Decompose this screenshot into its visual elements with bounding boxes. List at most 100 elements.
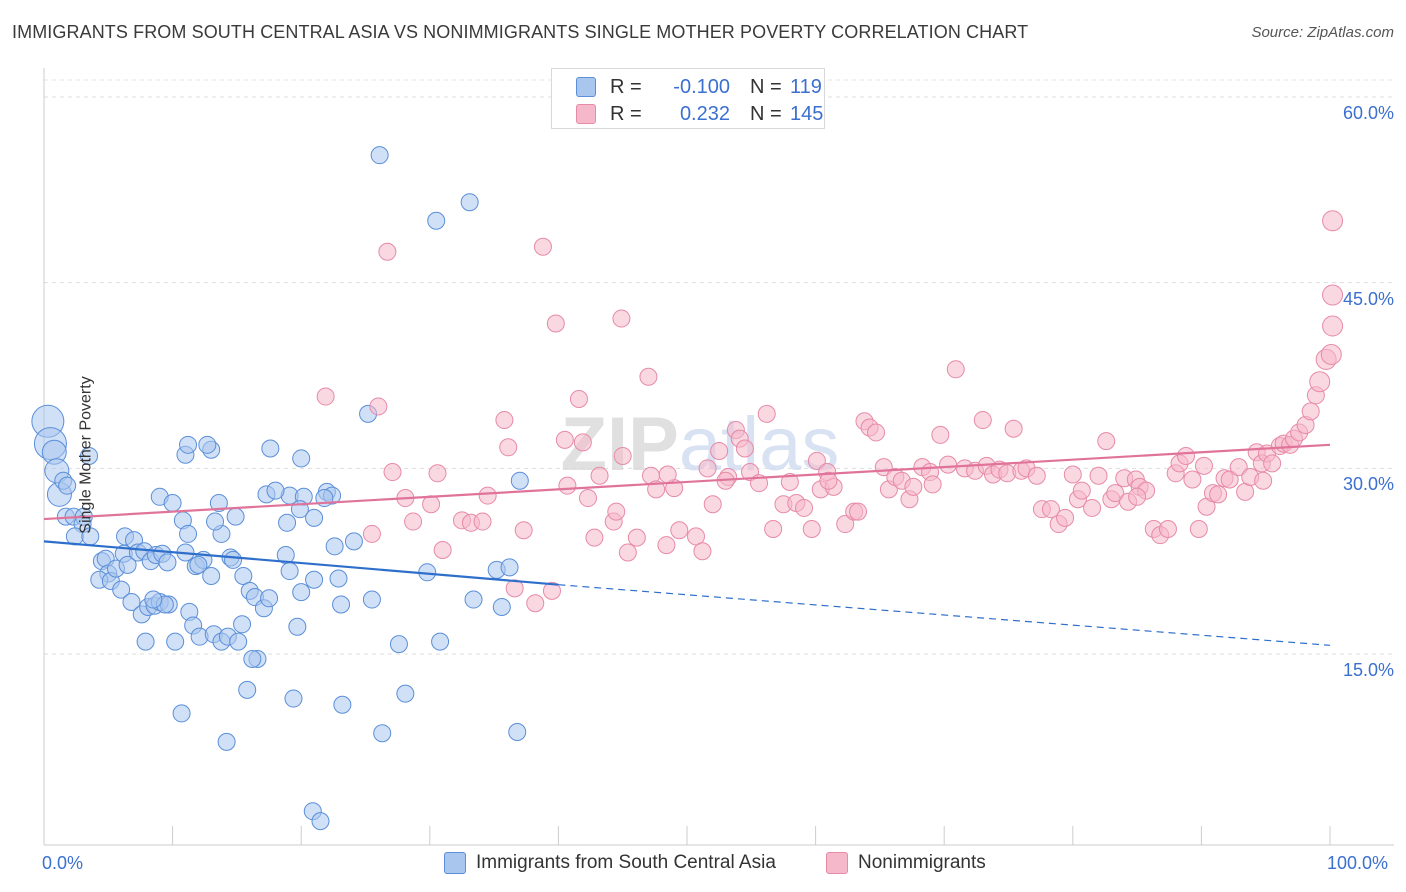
point-immigrants (229, 632, 248, 651)
chart-title: IMMIGRANTS FROM SOUTH CENTRAL ASIA VS NO… (12, 22, 1029, 42)
point-immigrants (325, 537, 344, 556)
point-immigrants (80, 446, 99, 465)
legend-row-nonimmigrants: R = 0.232 N = 145 (576, 102, 823, 126)
point-nonimmigrants (1004, 419, 1023, 438)
point-nonimmigrants (1083, 498, 1102, 517)
trend-line-immigrants-extension (558, 584, 1331, 646)
point-nonimmigrants (495, 411, 514, 430)
point-nonimmigrants (378, 242, 397, 261)
point-immigrants (158, 553, 177, 572)
point-immigrants (389, 635, 408, 654)
point-immigrants (305, 508, 324, 527)
point-nonimmigrants (433, 541, 452, 560)
point-nonimmigrants (473, 512, 492, 531)
point-nonimmigrants (573, 433, 592, 452)
point-immigrants (209, 493, 228, 512)
point-immigrants (233, 615, 252, 634)
point-nonimmigrants (404, 512, 423, 531)
r-label: R = (610, 75, 642, 98)
point-nonimmigrants (939, 455, 958, 474)
point-immigrants (278, 513, 297, 532)
point-nonimmigrants (1041, 500, 1060, 519)
point-nonimmigrants (946, 360, 965, 379)
point-nonimmigrants (1063, 465, 1082, 484)
point-immigrants (362, 590, 381, 609)
point-nonimmigrants (478, 486, 497, 505)
point-immigrants (508, 722, 527, 741)
point-nonimmigrants (1176, 446, 1195, 465)
point-immigrants (373, 724, 392, 743)
point-nonimmigrants (369, 397, 388, 416)
point-nonimmigrants (514, 521, 533, 540)
y-tick-label: 30.0% (1342, 474, 1394, 495)
point-immigrants (261, 439, 280, 458)
point-nonimmigrants (533, 237, 552, 256)
trend-lines (43, 443, 1331, 646)
point-nonimmigrants (802, 519, 821, 538)
n-label: N = (750, 102, 782, 125)
point-nonimmigrants (526, 594, 545, 613)
y-tick-label: 15.0% (1342, 660, 1394, 680)
point-nonimmigrants (1128, 487, 1147, 506)
point-immigrants (311, 812, 330, 831)
point-nonimmigrants (1220, 470, 1239, 489)
point-nonimmigrants (569, 390, 588, 409)
point-immigrants (118, 555, 137, 574)
legend-swatch-blue (576, 77, 596, 97)
point-nonimmigrants (693, 542, 712, 561)
point-immigrants (280, 562, 299, 581)
point-nonimmigrants (1301, 402, 1320, 421)
point-immigrants (226, 507, 245, 526)
point-immigrants (206, 512, 225, 531)
correlation-legend: R = -0.100 N = 119 R = 0.232 N = 145 (551, 68, 825, 129)
point-nonimmigrants (1320, 343, 1342, 365)
point-immigrants (292, 583, 311, 602)
point-nonimmigrants (1089, 466, 1108, 485)
n-value: 145 (790, 102, 824, 125)
legend-item-nonimmigrants: Nonimmigrants (826, 852, 986, 874)
point-nonimmigrants (703, 495, 722, 514)
point-nonimmigrants (923, 475, 942, 494)
point-nonimmigrants (546, 314, 565, 333)
r-label: R = (610, 102, 642, 125)
point-immigrants (333, 695, 352, 714)
point-nonimmigrants (1072, 481, 1091, 500)
point-immigrants (396, 684, 415, 703)
point-nonimmigrants (867, 423, 886, 442)
point-immigrants (202, 567, 221, 586)
point-immigrants (144, 590, 163, 609)
point-immigrants (305, 570, 324, 589)
point-nonimmigrants (578, 489, 597, 508)
point-nonimmigrants (1097, 432, 1116, 451)
point-nonimmigrants (973, 411, 992, 430)
point-nonimmigrants (735, 439, 754, 458)
point-immigrants (163, 493, 182, 512)
x-tick-label-min: 0.0% (42, 853, 84, 873)
point-nonimmigrants (1056, 508, 1075, 527)
point-immigrants (500, 558, 519, 577)
point-immigrants (344, 532, 363, 551)
point-nonimmigrants (1263, 454, 1282, 473)
r-value: 0.232 (679, 102, 730, 125)
point-nonimmigrants (757, 404, 776, 423)
legend-item-immigrants: Immigrants from South Central Asia (444, 852, 776, 874)
point-immigrants (238, 680, 257, 699)
n-value: 119 (790, 75, 822, 98)
y-axis-label: Single Mother Poverty (77, 376, 95, 534)
point-nonimmigrants (780, 472, 799, 491)
point-immigrants (292, 449, 311, 468)
point-immigrants (234, 567, 253, 586)
point-immigrants (179, 524, 198, 543)
point-nonimmigrants (555, 430, 574, 449)
point-immigrants (464, 590, 483, 609)
point-nonimmigrants (1322, 210, 1344, 232)
point-nonimmigrants (505, 579, 524, 598)
point-nonimmigrants (1229, 458, 1248, 477)
point-nonimmigrants (422, 495, 441, 514)
point-immigrants (492, 597, 511, 616)
point-nonimmigrants (647, 480, 666, 499)
legend-label: Nonimmigrants (858, 852, 986, 873)
point-immigrants (172, 704, 191, 723)
point-nonimmigrants (764, 519, 783, 538)
